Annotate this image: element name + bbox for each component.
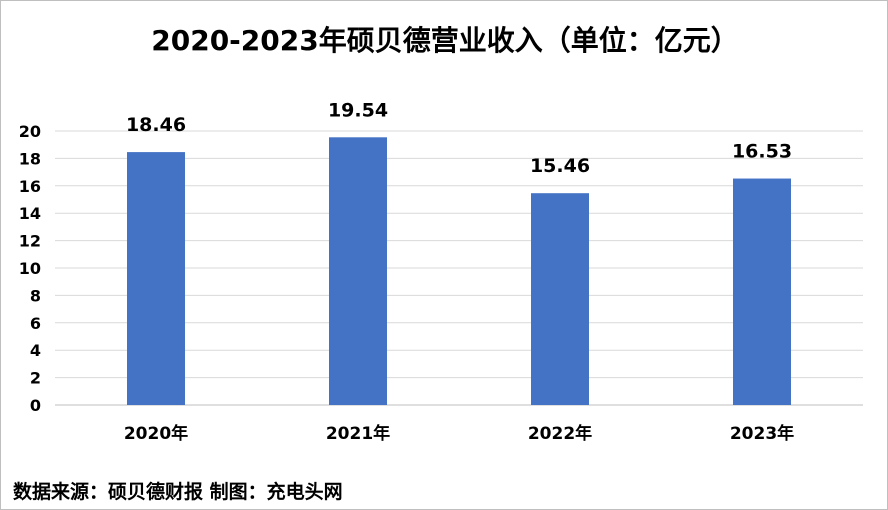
x-tick-label: 2022年 [528, 423, 592, 444]
x-tick-label: 2020年 [124, 423, 188, 444]
y-tick-label: 20 [19, 122, 41, 141]
y-tick-label: 12 [19, 232, 41, 251]
y-tick-label: 14 [19, 204, 41, 223]
data-label: 19.54 [328, 99, 388, 121]
data-label: 18.46 [126, 114, 186, 136]
source-note: 数据来源：硕贝德财报 制图：充电头网 [13, 481, 343, 503]
y-tick-label: 8 [30, 286, 41, 305]
data-label: 15.46 [530, 155, 590, 177]
y-tick-label: 16 [19, 177, 41, 196]
chart-title: 2020-2023年硕贝德营业收入（单位：亿元） [151, 24, 739, 57]
bar [531, 193, 589, 405]
y-tick-label: 2 [30, 369, 41, 388]
x-tick-label: 2023年 [730, 423, 794, 444]
y-tick-label: 4 [30, 341, 41, 360]
bar [733, 178, 791, 405]
x-tick-label: 2021年 [326, 423, 390, 444]
y-tick-label: 0 [30, 396, 41, 415]
bar [127, 152, 185, 405]
bar [329, 137, 387, 405]
y-tick-label: 18 [19, 149, 41, 168]
data-label: 16.53 [732, 141, 792, 163]
y-tick-label: 6 [30, 314, 41, 333]
y-tick-label: 10 [19, 259, 41, 278]
